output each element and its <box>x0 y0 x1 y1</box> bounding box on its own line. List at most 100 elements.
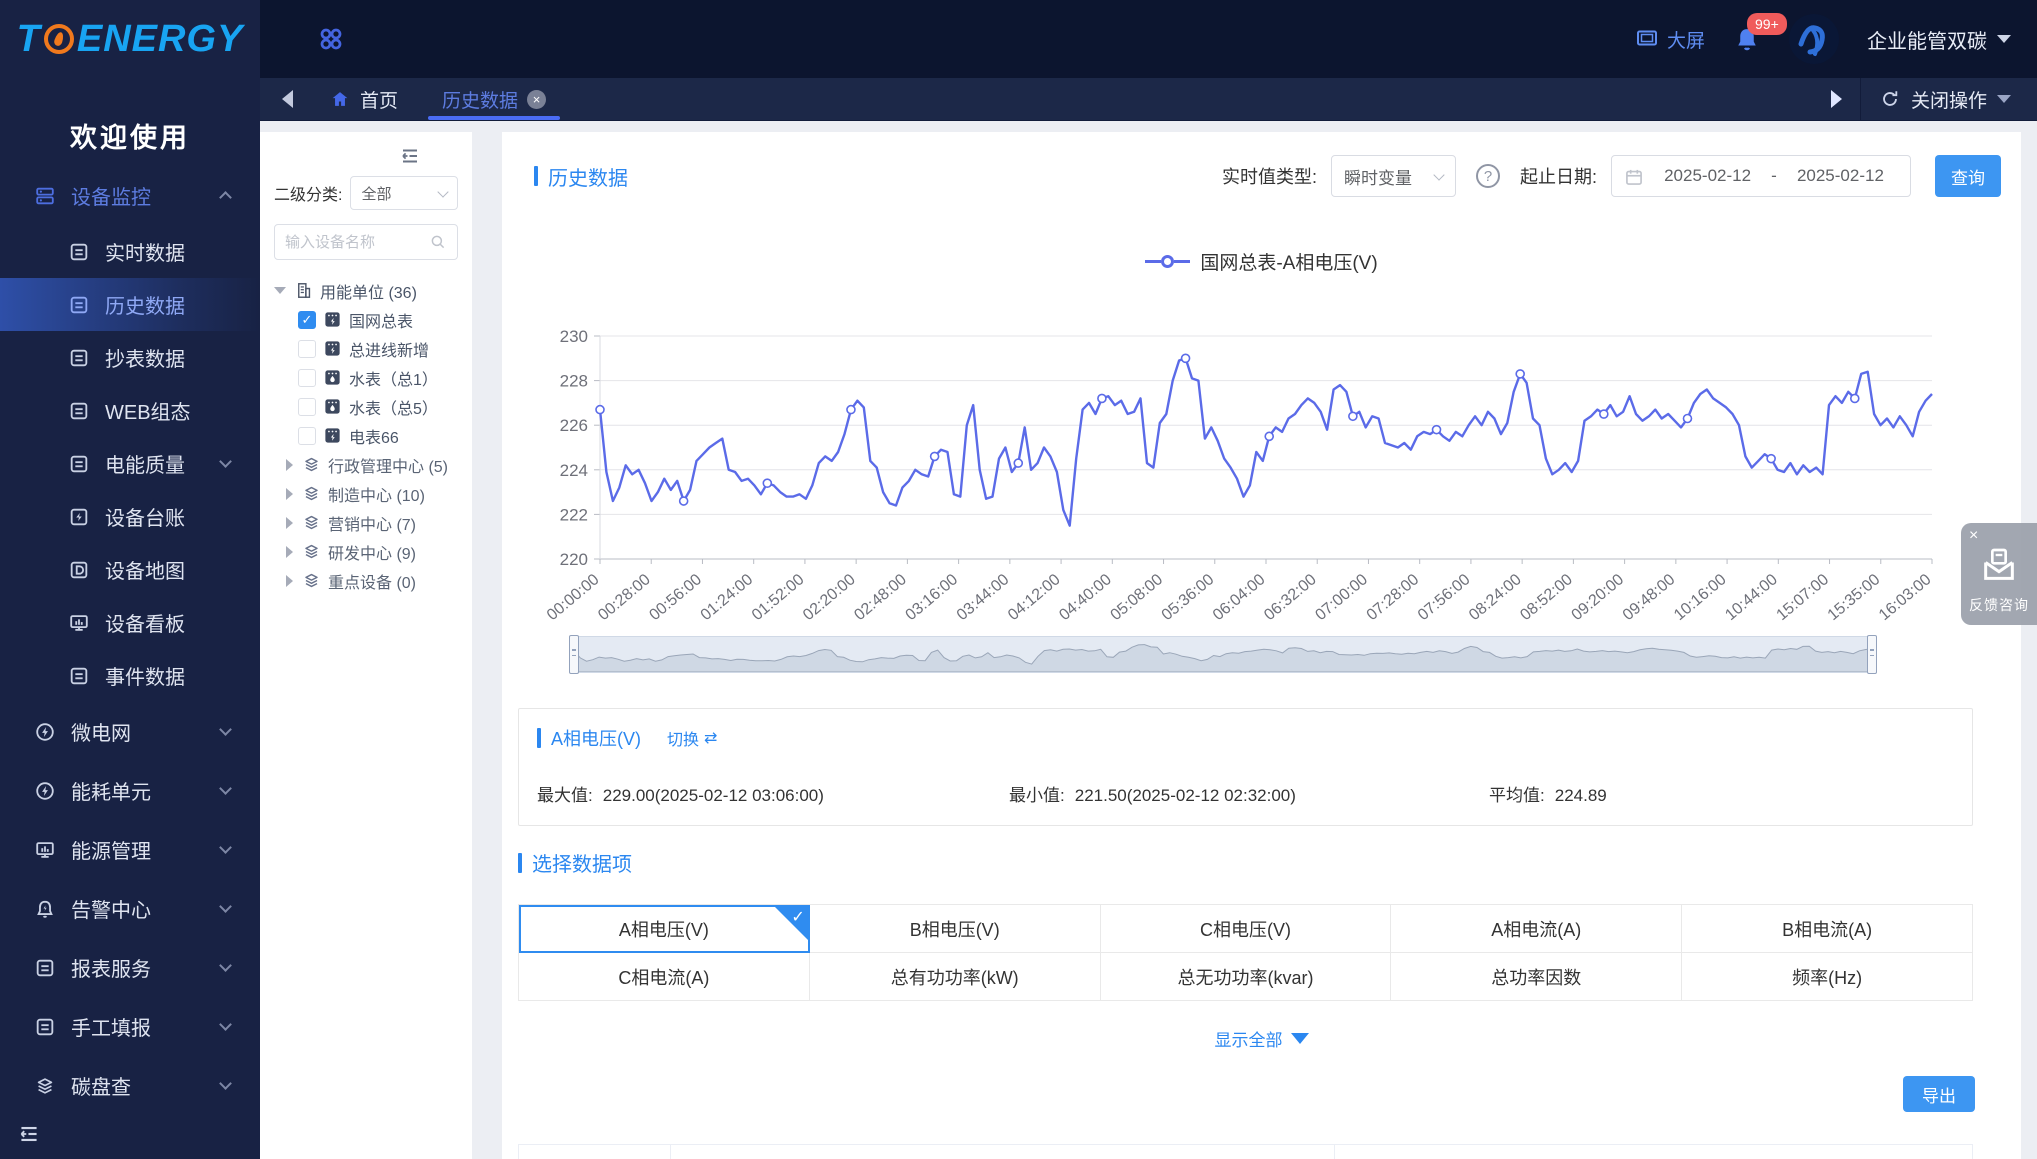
notification-badge: 99+ <box>1747 13 1787 35</box>
close-icon[interactable]: × <box>1969 527 1978 545</box>
meter-electric-icon <box>323 339 342 358</box>
datazoom-left-handle[interactable] <box>569 635 579 674</box>
export-button[interactable]: 导出 <box>1903 1076 1975 1112</box>
query-button[interactable]: 查询 <box>1935 155 2001 197</box>
tree-expand-icon[interactable] <box>286 459 293 471</box>
tabs-scroll-right-icon[interactable] <box>1831 90 1842 108</box>
tree-device-水表（总1）[interactable]: 水表（总1） <box>274 363 458 392</box>
tree-expand-icon[interactable] <box>274 287 286 294</box>
calendar-icon <box>1624 166 1644 186</box>
tree-device-电表66[interactable]: 电表66 <box>274 421 458 450</box>
chart-datazoom-slider[interactable] <box>573 636 1873 673</box>
map-icon <box>68 559 90 581</box>
doc-icon <box>34 1016 56 1038</box>
tab-history-data[interactable]: 历史数据 × <box>420 78 568 120</box>
checkbox[interactable] <box>298 427 316 445</box>
sidebar-item-历史数据[interactable]: 历史数据 <box>0 278 260 331</box>
data-item-C相电压(V)[interactable]: C相电压(V) <box>1101 905 1392 953</box>
tabbar-divider <box>1860 78 1861 120</box>
sidebar-item-设备台账[interactable]: 设备台账 <box>0 490 260 543</box>
sidebar-item-label: 报表服务 <box>71 953 151 982</box>
data-item-频率(Hz)[interactable]: 频率(Hz) <box>1682 953 1973 1001</box>
checkbox[interactable] <box>298 369 316 387</box>
data-item-总功率因数[interactable]: 总功率因数 <box>1391 953 1682 1001</box>
account-menu[interactable]: 企业能管双碳 <box>1867 25 2011 54</box>
realtime-type-select[interactable]: 瞬时变量 <box>1331 155 1456 197</box>
data-item-A相电压(V)[interactable]: A相电压(V)✓ <box>519 905 810 953</box>
sidebar-item-碳盘查[interactable]: 碳盘查 <box>0 1056 260 1115</box>
category-select[interactable]: 全部 <box>350 176 458 210</box>
tree-node-root[interactable]: 用能单位 (36) <box>274 276 458 305</box>
avatar[interactable] <box>1789 14 1839 64</box>
checkbox[interactable] <box>298 398 316 416</box>
tab-home[interactable]: 首页 <box>307 78 420 120</box>
apps-grid-icon[interactable] <box>316 24 346 54</box>
notifications-button[interactable]: 99+ <box>1733 25 1761 53</box>
tab-close-icon[interactable]: × <box>527 90 546 109</box>
sidebar-item-报表服务[interactable]: 报表服务 <box>0 938 260 997</box>
panel-collapse-icon[interactable] <box>398 144 422 168</box>
data-item-label: A相电压(V) <box>619 916 709 942</box>
svg-text:05:08:00: 05:08:00 <box>1107 571 1166 624</box>
sidebar-item-设备地图[interactable]: 设备地图 <box>0 543 260 596</box>
data-item-B相电压(V)[interactable]: B相电压(V) <box>810 905 1101 953</box>
svg-text:10:16:00: 10:16:00 <box>1671 571 1730 624</box>
show-all-toggle[interactable]: 显示全部 <box>502 1026 2021 1051</box>
sidebar-item-电能质量[interactable]: 电能质量 <box>0 437 260 490</box>
workspace: 二级分类: 全部 用能单位 (36)✓国网总表总进线新增水表（总1）水表（总5）… <box>260 122 2037 1159</box>
tabs-scroll-left-icon[interactable] <box>282 90 293 108</box>
switch-link[interactable]: 切换 ⇄ <box>667 726 717 750</box>
close-operations-dropdown[interactable]: 关闭操作 <box>1879 86 2037 113</box>
tree-node-label: 研发中心 (9) <box>328 540 416 564</box>
tree-group-重点设备 (0)[interactable]: 重点设备 (0) <box>274 566 458 595</box>
sidebar-item-设备监控[interactable]: 设备监控 <box>0 165 260 225</box>
voltage-line-chart: 22022222422622823000:00:0000:28:0000:56:… <box>512 282 1982 634</box>
tree-group-行政管理中心 (5)[interactable]: 行政管理中心 (5) <box>274 450 458 479</box>
tree-device-水表（总5）[interactable]: 水表（总5） <box>274 392 458 421</box>
meter-water-icon <box>323 397 342 416</box>
tree-expand-icon[interactable] <box>286 517 293 529</box>
data-item-A相电流(A)[interactable]: A相电流(A) <box>1391 905 1682 953</box>
tree-group-营销中心 (7)[interactable]: 营销中心 (7) <box>274 508 458 537</box>
tree-group-制造中心 (10)[interactable]: 制造中心 (10) <box>274 479 458 508</box>
sidebar-collapse-icon[interactable] <box>16 1121 42 1147</box>
tree-device-总进线新增[interactable]: 总进线新增 <box>274 334 458 363</box>
sidebar-item-能源管理[interactable]: 能源管理 <box>0 820 260 879</box>
sidebar-item-label: 微电网 <box>71 717 131 746</box>
category-label: 二级分类: <box>274 181 342 205</box>
feedback-button[interactable]: × 反馈咨询 <box>1961 523 2037 625</box>
sidebar-item-实时数据[interactable]: 实时数据 <box>0 225 260 278</box>
tree-expand-icon[interactable] <box>286 546 293 558</box>
device-search-input[interactable] <box>285 234 429 251</box>
doc-icon <box>68 294 90 316</box>
legend-series-name: 国网总表-A相电压(V) <box>1200 248 1377 275</box>
tree-group-研发中心 (9)[interactable]: 研发中心 (9) <box>274 537 458 566</box>
data-item-B相电流(A)[interactable]: B相电流(A) <box>1682 905 1973 953</box>
sidebar-item-WEB组态[interactable]: WEB组态 <box>0 384 260 437</box>
datazoom-right-handle[interactable] <box>1867 635 1877 674</box>
big-screen-button[interactable]: 大屏 <box>1635 26 1705 53</box>
data-item-C相电流(A)[interactable]: C相电流(A) <box>519 953 810 1001</box>
svg-text:06:04:00: 06:04:00 <box>1210 571 1269 624</box>
layers-icon <box>302 571 321 590</box>
data-item-总有功功率(kW)[interactable]: 总有功功率(kW) <box>810 953 1101 1001</box>
svg-text:07:00:00: 07:00:00 <box>1312 571 1371 624</box>
tree-device-国网总表[interactable]: ✓国网总表 <box>274 305 458 334</box>
tree-expand-icon[interactable] <box>286 488 293 500</box>
svg-text:10:44:00: 10:44:00 <box>1722 571 1781 624</box>
sidebar-item-手工填报[interactable]: 手工填报 <box>0 997 260 1056</box>
sidebar-item-设备看板[interactable]: 设备看板 <box>0 596 260 649</box>
sidebar-item-告警中心[interactable]: 告警中心 <box>0 879 260 938</box>
sidebar-item-抄表数据[interactable]: 抄表数据 <box>0 331 260 384</box>
data-item-总无功功率(kvar)[interactable]: 总无功功率(kvar) <box>1101 953 1392 1001</box>
checkbox[interactable]: ✓ <box>298 311 316 329</box>
sidebar-item-能耗单元[interactable]: 能耗单元 <box>0 761 260 820</box>
help-icon[interactable]: ? <box>1476 164 1500 188</box>
tree-expand-icon[interactable] <box>286 575 293 587</box>
sidebar-item-微电网[interactable]: 微电网 <box>0 702 260 761</box>
device-search <box>274 224 458 260</box>
date-range-picker[interactable]: 2025-02-12 - 2025-02-12 <box>1611 155 1911 197</box>
sidebar-item-事件数据[interactable]: 事件数据 <box>0 649 260 702</box>
checkbox[interactable] <box>298 340 316 358</box>
chart-legend[interactable]: 国网总表-A相电压(V) <box>502 248 2021 275</box>
